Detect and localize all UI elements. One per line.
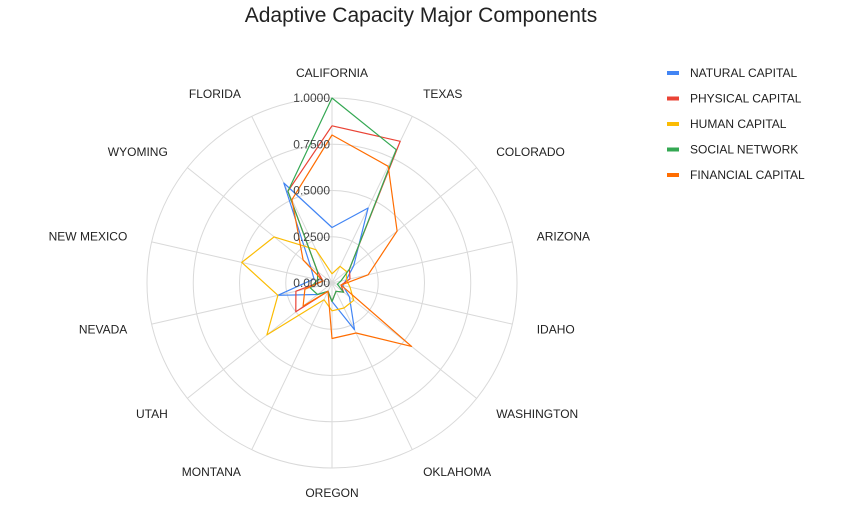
category-label-utah: UTAH xyxy=(136,407,168,421)
category-label-idaho: IDAHO xyxy=(537,323,575,337)
category-label-california: CALIFORNIA xyxy=(296,66,368,80)
legend-label-1: PHYSICAL CAPITAL xyxy=(690,92,802,106)
grid-spoke-3 xyxy=(331,241,513,284)
grid-spoke-9 xyxy=(187,282,333,399)
series-line-3 xyxy=(287,97,397,303)
radial-ticks: 0.0000 0.2500 0.5000 0.7500 1.0000 xyxy=(293,91,330,290)
category-label-washington: WASHINGTON xyxy=(496,407,578,421)
tick-label-1: 0.2500 xyxy=(293,230,330,244)
legend-label-4: FINANCIAL CAPITAL xyxy=(690,168,805,182)
legend-swatch-2 xyxy=(667,122,679,126)
tick-label-0: 0.0000 xyxy=(293,276,330,290)
legend: NATURAL CAPITAL PHYSICAL CAPITAL HUMAN CAP… xyxy=(667,66,805,182)
series-line-4 xyxy=(291,134,413,347)
category-label-wyoming: WYOMING xyxy=(108,145,168,159)
category-label-new-mexico: NEW MEXICO xyxy=(49,229,128,243)
grid-spoke-12 xyxy=(187,167,333,284)
category-label-arizona: ARIZONA xyxy=(537,229,590,243)
grid-spoke-10 xyxy=(151,282,333,325)
grid-spoke-6 xyxy=(331,282,413,450)
legend-swatch-3 xyxy=(667,147,679,152)
category-label-texas: TEXAS xyxy=(423,87,462,101)
category-label-oklahoma: OKLAHOMA xyxy=(423,465,491,479)
radar-grid xyxy=(146,97,518,469)
grid-spoke-2 xyxy=(331,167,477,284)
legend-label-2: HUMAN CAPITAL xyxy=(690,117,787,131)
series-layer xyxy=(241,97,413,347)
legend-swatch-4 xyxy=(667,173,679,177)
tick-label-3: 0.7500 xyxy=(293,137,330,151)
category-label-colorado: COLORADO xyxy=(496,145,565,159)
category-label-florida: FLORIDA xyxy=(189,87,241,101)
grid-spoke-4 xyxy=(331,282,513,325)
category-labels: CALIFORNIA TEXAS COLORADO ARIZONA IDAHO WASHI… xyxy=(49,66,590,500)
category-label-montana: MONTANA xyxy=(182,465,241,479)
category-label-oregon: OREGON xyxy=(305,486,358,500)
legend-label-0: NATURAL CAPITAL xyxy=(690,66,797,80)
legend-swatch-0 xyxy=(667,71,679,75)
legend-label-3: SOCIAL NETWORK xyxy=(690,143,798,157)
chart-title: Adaptive Capacity Major Components xyxy=(245,4,598,27)
legend-swatch-1 xyxy=(667,96,679,101)
tick-label-4: 1.0000 xyxy=(293,91,330,105)
category-label-nevada: NEVADA xyxy=(79,323,127,337)
tick-label-2: 0.5000 xyxy=(293,184,330,198)
grid-spoke-8 xyxy=(251,282,333,450)
